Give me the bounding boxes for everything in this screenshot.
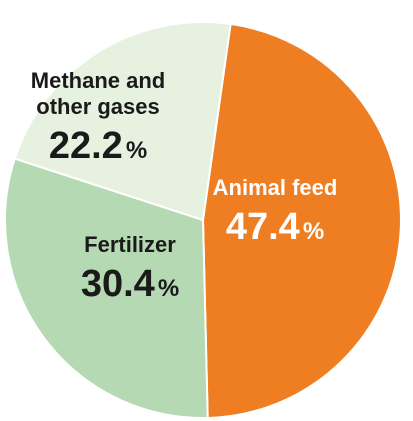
slice-value-label: 47.4% (226, 206, 324, 248)
pie-slice-methane-and-other-gases (13, 21, 232, 222)
slice-value-unit: % (158, 275, 179, 302)
slice-value-label: 22.2% (49, 125, 147, 167)
slice-name-label: Animal feed (213, 175, 338, 200)
slice-label-group: Fertilizer 30.4% (81, 232, 179, 305)
pie-slice-animal-feed (201, 22, 402, 419)
slice-value-unit: % (126, 137, 147, 164)
slice-label-group: Animal feed 47.4% (213, 175, 338, 248)
slice-value-unit: % (303, 218, 324, 245)
slices-layer (4, 21, 402, 419)
slice-name-label: Methane and (31, 68, 165, 93)
pie-slice-fertilizer (4, 157, 209, 419)
slice-name-label: other gases (36, 94, 160, 119)
slice-name-label: Fertilizer (84, 232, 176, 257)
slice-value-number: 22.2 (49, 125, 123, 167)
slice-value-label: 30.4% (81, 263, 179, 305)
slice-value-number: 30.4 (81, 263, 155, 305)
slice-value-number: 47.4 (226, 206, 300, 248)
